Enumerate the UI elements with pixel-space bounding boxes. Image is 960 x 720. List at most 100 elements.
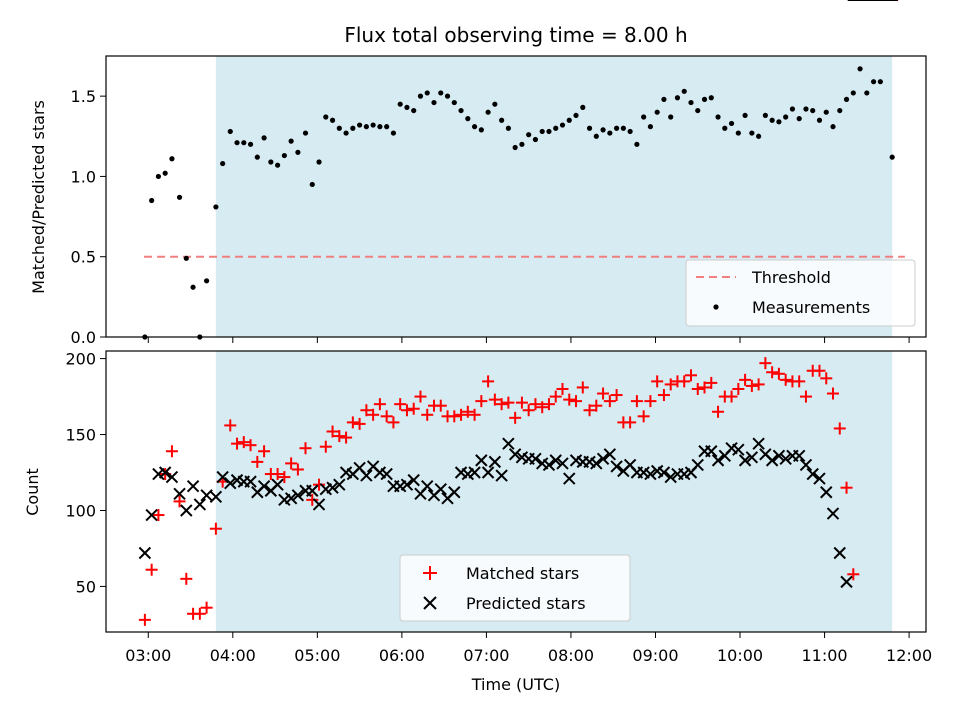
matched-star-point — [576, 381, 589, 394]
predicted-star-point — [664, 470, 677, 484]
matched-star-point — [237, 436, 250, 449]
predicted-star-point — [799, 458, 813, 472]
predicted-star-stroke — [326, 481, 339, 494]
predicted-star-stroke — [705, 445, 718, 458]
matched-star-point — [495, 398, 508, 411]
count-x-tick-label: 05:00 — [294, 646, 340, 665]
measurement-point — [438, 90, 444, 96]
predicted-star-stroke — [284, 492, 298, 505]
predicted-star-point — [529, 452, 542, 466]
measurement-point — [654, 109, 660, 115]
measurement-point — [532, 136, 539, 143]
count-legend: Matched stars Predicted stars — [399, 554, 631, 622]
predicted-star-point — [244, 475, 257, 488]
predicted-star-point — [711, 454, 725, 467]
predicted-star-stroke — [271, 478, 284, 491]
matched-star-point — [657, 389, 670, 402]
predicted-star-point — [549, 454, 562, 467]
matched-star-point — [833, 422, 846, 435]
predicted-star-stroke — [244, 475, 257, 488]
predicted-star-stroke — [209, 490, 223, 504]
predicted-star-point — [705, 445, 718, 458]
matched-star-point — [346, 416, 359, 429]
matched-star-point — [407, 402, 420, 415]
predicted-star-stroke — [421, 479, 434, 493]
ratio-x-ticks — [147, 337, 910, 343]
predicted-star-point — [407, 473, 420, 487]
matched-star-point — [200, 601, 213, 614]
predicted-star-point — [481, 466, 495, 479]
measurement-point — [593, 133, 599, 139]
predicted-star-point — [145, 508, 158, 522]
predicted-star-stroke — [216, 470, 229, 484]
predicted-star-stroke — [488, 455, 502, 469]
measurement-point — [336, 125, 342, 131]
matched-star-point — [152, 509, 165, 522]
measurement-point — [512, 144, 518, 151]
count-y-tick-label: 50 — [76, 577, 96, 596]
predicted-star-point — [840, 575, 853, 589]
predicted-star-point — [745, 451, 759, 464]
matched-star-point — [475, 395, 488, 408]
ratio-y-label: Matched/Predicted stars — [29, 100, 48, 294]
predicted-star-point — [603, 448, 617, 461]
ratio-y-tick-label: 0.5 — [71, 248, 96, 267]
measurement-point — [559, 122, 566, 128]
measurement-point — [370, 122, 376, 128]
measurement-point — [641, 114, 647, 120]
matched-stars-series — [138, 0, 899, 626]
measurement-point — [261, 135, 267, 141]
predicted-star-stroke — [792, 449, 806, 463]
matched-star-point — [522, 404, 535, 417]
matched-star-point — [799, 390, 812, 403]
matched-star-point — [434, 399, 447, 412]
predicted-star-point — [138, 546, 152, 560]
measurement-point — [268, 159, 274, 165]
predicted-star-stroke — [495, 469, 508, 482]
matched-star-point — [271, 468, 284, 481]
matched-star-point — [603, 395, 616, 408]
measurement-point — [275, 162, 281, 168]
predicted-star-stroke — [529, 452, 542, 466]
legend-predicted-swatch — [423, 596, 437, 610]
predicted-star-stroke — [180, 504, 193, 517]
measurement-point — [411, 107, 417, 114]
legend-matched-swatch — [423, 566, 437, 580]
predicted-star-point — [772, 449, 786, 463]
measurement-point — [566, 117, 572, 123]
x-axis-label: Time (UTC) — [471, 675, 560, 694]
predicted-star-point — [691, 458, 704, 472]
matched-star-point — [468, 408, 481, 421]
predicted-star-stroke — [448, 486, 461, 499]
count-x-tick-label: 07:00 — [463, 646, 509, 665]
predicted-star-point — [806, 467, 819, 481]
matched-star-point — [278, 471, 291, 484]
legend-measurements-swatch — [713, 304, 719, 310]
predicted-star-stroke — [407, 473, 420, 487]
matched-star-point — [380, 410, 393, 423]
predicted-star-point — [360, 469, 373, 482]
predicted-star-stroke — [549, 454, 562, 467]
measurement-point — [499, 117, 505, 123]
measurement-point — [870, 79, 877, 85]
matched-star-point — [536, 401, 549, 414]
matched-star-point — [387, 416, 400, 429]
measurement-point — [735, 130, 741, 136]
matched-star-point — [563, 393, 576, 406]
matched-star-point — [224, 419, 237, 432]
measurement-point — [302, 130, 309, 136]
measurement-point — [668, 114, 674, 120]
count-x-tick-label: 11:00 — [802, 646, 848, 665]
predicted-star-stroke — [138, 546, 152, 560]
ratio-y-tick-label: 1.0 — [71, 167, 96, 186]
count-legend-box — [399, 554, 631, 622]
legend-measurements-label: Measurements — [752, 298, 870, 317]
predicted-star-point — [380, 467, 393, 481]
legend-matched-label: Matched stars — [466, 564, 579, 583]
matched-star-point — [340, 431, 353, 444]
matched-star-point — [556, 382, 569, 395]
measurement-point — [519, 141, 525, 147]
predicted-star-stroke — [569, 454, 583, 467]
measurement-point — [889, 154, 895, 160]
measurement-point — [634, 141, 640, 147]
